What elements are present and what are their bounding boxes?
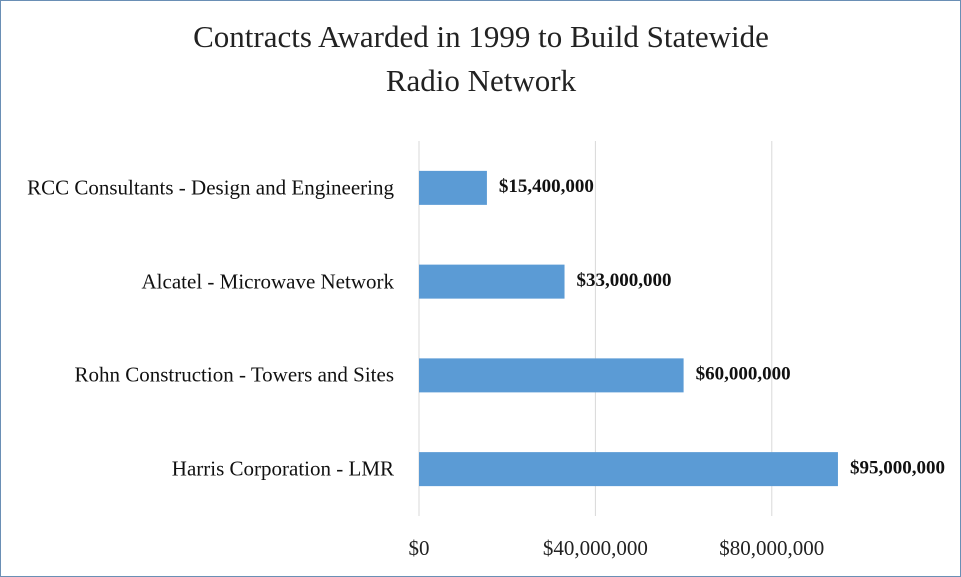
data-label: $15,400,000 (499, 176, 594, 197)
x-tick-label: $0 (409, 536, 430, 560)
bar (419, 264, 565, 299)
data-label: $33,000,000 (577, 270, 672, 291)
y-tick-label: RCC Consultants - Design and Engineering (27, 175, 394, 200)
x-tick-label: $40,000,000 (543, 536, 648, 560)
x-tick-label: $80,000,000 (719, 536, 824, 560)
data-label: $95,000,000 (850, 457, 945, 478)
y-tick-label: Alcatel - Microwave Network (141, 269, 394, 294)
chart-title: Contracts Awarded in 1999 to Build State… (193, 19, 769, 98)
data-label: $60,000,000 (696, 364, 791, 385)
bar (419, 358, 684, 393)
y-tick-label: Rohn Construction - Towers and Sites (74, 362, 394, 387)
bar (419, 452, 838, 487)
y-tick-label: Harris Corporation - LMR (171, 456, 394, 481)
bar (419, 170, 487, 205)
